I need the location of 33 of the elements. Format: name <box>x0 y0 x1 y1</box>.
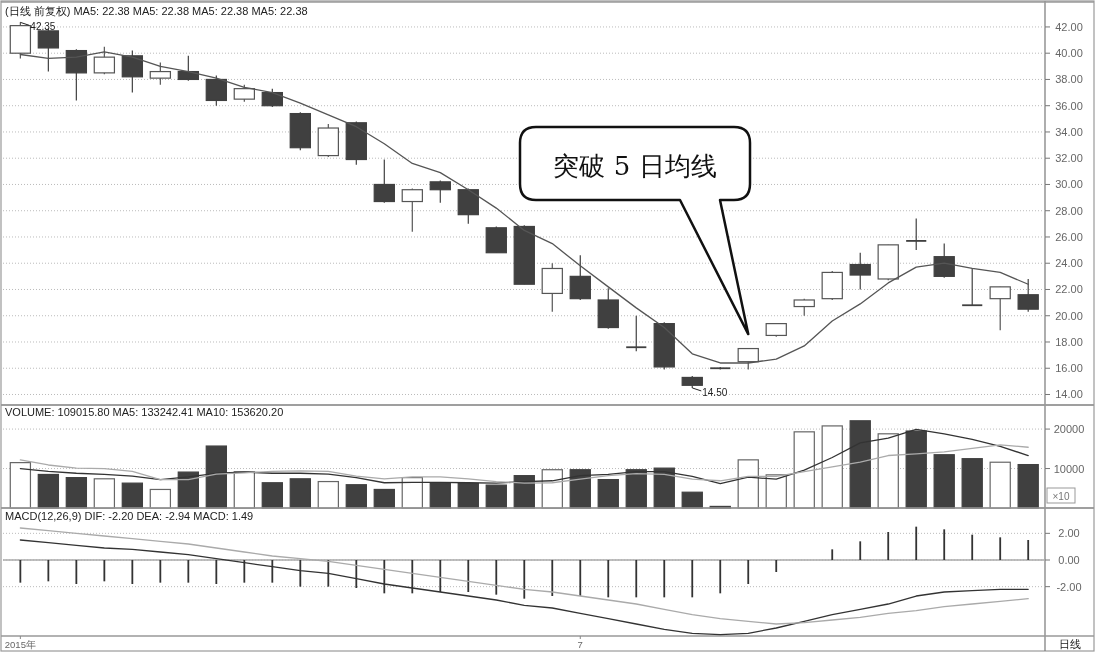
y-tick-label: 38.00 <box>1055 73 1083 86</box>
y-tick-label: 28.00 <box>1055 204 1083 217</box>
x-tick-label: 7 <box>577 639 583 650</box>
callout: 突破 5 日均线 <box>518 125 752 336</box>
y-tick-label: 40.00 <box>1055 47 1083 60</box>
y-tick-label: 22.00 <box>1055 283 1083 296</box>
unit-box: ×10 <box>1046 487 1076 504</box>
y-tick-label: 2.00 <box>1058 527 1080 540</box>
y-tick-label: 34.00 <box>1055 125 1083 138</box>
y-tick-label: 20.00 <box>1055 309 1083 322</box>
y-tick-label: 18.00 <box>1055 335 1083 348</box>
y-tick-label: 24.00 <box>1055 257 1083 270</box>
y-tick-label: 0.00 <box>1058 554 1080 566</box>
chart-title: VOLUME: 109015.80 MA5: 133242.41 MA10: 153620.20 <box>5 406 284 418</box>
y-tick-label: 20000 <box>1053 423 1085 436</box>
y-tick-label: 16.00 <box>1055 362 1083 375</box>
chart-title: MACD(12,26,9) DIF: -2.20 DEA: -2.94 MACD: 1.49 <box>5 510 254 522</box>
chart-title: (日线 前复权) MA5: 22.38 MA5: 22.38 MA5: 22.38 MA5: 22.38 <box>5 5 308 17</box>
x-tick-label: 2015年 <box>4 639 36 650</box>
y-tick-label: 42.00 <box>1055 20 1083 33</box>
y-tick-label: 26.00 <box>1055 230 1083 243</box>
y-tick-label: 36.00 <box>1055 99 1083 112</box>
y-tick-label: -2.00 <box>1056 580 1082 593</box>
y-tick-label: 14.00 <box>1055 388 1083 401</box>
extreme-label: 42.35 <box>19 21 56 33</box>
extreme-label: 14.50 <box>691 386 728 398</box>
annotation: 42.35 <box>30 21 56 33</box>
annotation: 14.50 <box>702 386 728 398</box>
y-tick-label: 30.00 <box>1055 178 1083 191</box>
y-tick-label: 10000 <box>1053 462 1085 475</box>
annotation: 突破 5 日均线 <box>553 151 717 181</box>
y-tick-label: 32.00 <box>1055 152 1083 165</box>
text: 日线 <box>1058 638 1081 650</box>
